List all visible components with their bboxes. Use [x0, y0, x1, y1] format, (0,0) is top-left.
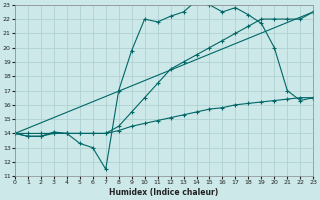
- X-axis label: Humidex (Indice chaleur): Humidex (Indice chaleur): [109, 188, 219, 197]
